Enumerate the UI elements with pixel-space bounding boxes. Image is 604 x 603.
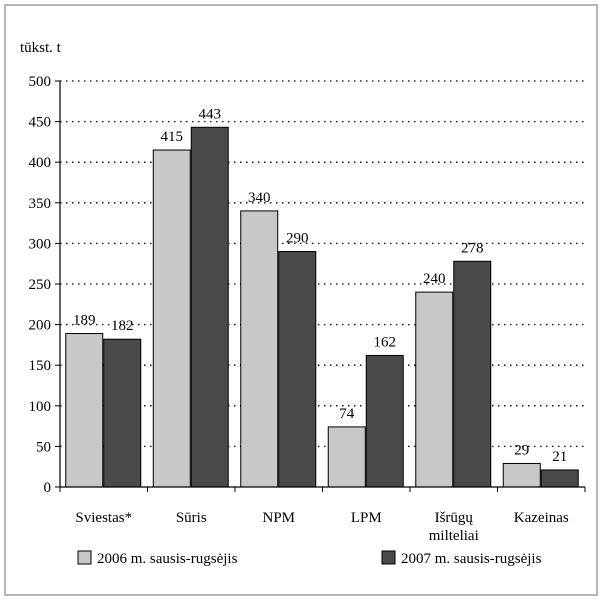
y-tick-label: 0 [44,480,52,496]
legend-swatch [77,550,92,565]
y-tick-label: 300 [29,236,52,252]
bar-2006 [152,149,191,488]
category-label: Kazeinas [514,510,569,526]
data-label: 189 [73,313,96,329]
data-label: 278 [461,240,484,256]
legend-swatch [381,550,396,565]
y-tick-label: 100 [29,399,52,415]
y-tick-label: 450 [29,115,52,131]
data-label: 290 [286,231,309,247]
y-tick-label: 200 [29,318,52,334]
bar-2006 [65,333,104,488]
y-tick-label: 50 [36,439,51,455]
bar-2006 [240,210,279,488]
data-label: 162 [374,334,397,350]
y-tick-label: 350 [29,196,52,212]
data-label: 443 [199,106,222,122]
data-label: 74 [339,406,355,422]
y-tick-label: 150 [29,358,52,374]
y-tick-label: 500 [29,74,52,90]
y-axis-ticks: 0 50 100 150 200 250 300 350 400 450 500 [29,74,60,496]
legend: 2006 m. sausis-rugsėjis 2007 m. sausis-ru… [77,550,542,567]
category-label: LPM [351,510,382,526]
category-label: Sviestas* [75,510,132,526]
bar-2007 [453,260,492,488]
bar-2007 [278,251,317,488]
bar-2007 [190,126,229,488]
category-label: Išrūgų [435,510,474,526]
bars [65,126,579,488]
legend-label: 2007 m. sausis-rugsėjis [401,551,542,567]
data-label: 182 [111,318,134,334]
bar-2006 [502,462,541,488]
y-tick-label: 400 [29,155,52,171]
value-labels: 189 182 415 443 340 290 74 162 240 278 29 21 [73,106,567,465]
bar-2007 [540,469,579,488]
y-unit-label: tūkst. t [20,40,62,56]
category-label: milteliai [429,528,479,544]
y-tick-label: 250 [29,277,52,293]
axes [59,81,586,492]
data-label: 240 [423,271,446,287]
legend-label: 2006 m. sausis-rugsėjis [97,551,238,567]
data-label: 21 [552,449,567,465]
bar-2006 [415,291,454,488]
category-labels: Sviestas* Sūris NPM LPM Išrūgų milteliai Kazei… [75,510,568,544]
data-label: 415 [161,129,184,145]
bar-2007 [365,354,404,488]
category-label: NPM [262,510,295,526]
category-label: Sūris [176,510,207,526]
data-label: 340 [248,190,271,206]
bar-2007 [103,338,142,488]
data-label: 29 [514,442,529,458]
bar-2006 [327,426,366,488]
